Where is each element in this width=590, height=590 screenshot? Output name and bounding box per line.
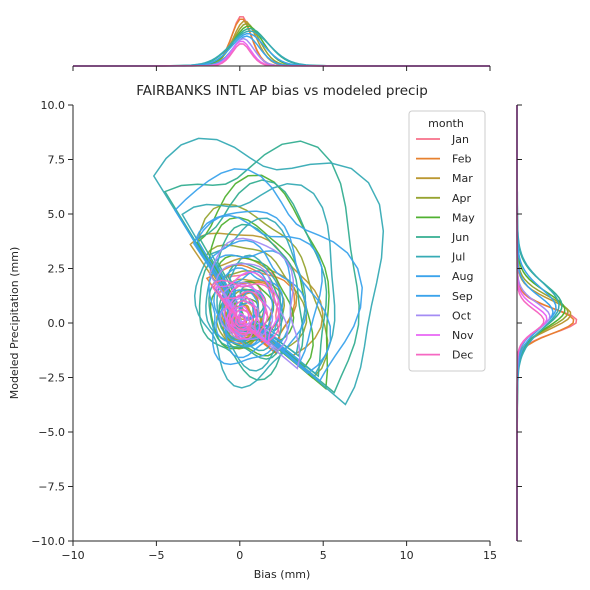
legend-label-jan: Jan bbox=[451, 133, 469, 146]
y-tick-label: −10.0 bbox=[31, 535, 65, 548]
kde-contour-dec bbox=[230, 300, 258, 335]
y-tick-label: −5.0 bbox=[38, 426, 65, 439]
legend-box bbox=[408, 110, 486, 372]
kde-contour-jun bbox=[198, 179, 328, 378]
y-axis-label: Modeled Precipitation (mm) bbox=[8, 247, 21, 400]
kde-contour-jul bbox=[181, 182, 336, 375]
kde-contour-nov bbox=[225, 283, 267, 342]
legend-label-nov: Nov bbox=[452, 329, 474, 342]
x-tick-label: 15 bbox=[483, 549, 497, 562]
y-axis-ticks: −10.0 −7.5 −5.0 −2.5 0.0 2.5 5.0 7.5 10.0 bbox=[31, 99, 73, 548]
kde-contour-aug bbox=[196, 214, 323, 363]
chart-title: FAIRBANKS INTL AP bias vs modeled precip bbox=[136, 83, 428, 99]
kde-contour-nov bbox=[214, 271, 281, 346]
x-tick-label: 10 bbox=[400, 549, 414, 562]
legend-title: month bbox=[428, 117, 464, 130]
top-marginal-curve-mar bbox=[73, 20, 490, 67]
legend-label-mar: Mar bbox=[452, 172, 473, 185]
kde-contour-dec bbox=[234, 309, 252, 330]
kde-contour-sep bbox=[192, 210, 332, 375]
kde-contour-nov bbox=[229, 296, 261, 334]
legend-label-feb: Feb bbox=[452, 153, 471, 166]
top-marginal-curve-aug bbox=[73, 32, 490, 67]
y-tick-label: 7.5 bbox=[48, 154, 66, 167]
x-axis-ticks: −10 −5 0 5 10 15 bbox=[61, 541, 497, 562]
y-tick-label: 2.5 bbox=[48, 263, 66, 276]
kde-contour-jun bbox=[163, 140, 360, 394]
x-tick-label: −10 bbox=[61, 549, 84, 562]
right-marginal-curve-apr bbox=[516, 104, 569, 541]
legend: month Jan Feb Mar Apr May Jun Jul Aug Sep Oct Nov D… bbox=[408, 110, 486, 372]
kde-contour-dec bbox=[210, 279, 281, 344]
y-tick-label: 10.0 bbox=[41, 99, 66, 112]
top-marginal-curve-jan bbox=[73, 16, 490, 67]
legend-label-jul: Jul bbox=[451, 251, 465, 264]
y-tick-label: 0.0 bbox=[48, 317, 66, 330]
legend-label-dec: Dec bbox=[452, 349, 473, 362]
right-marginal-curve-jun bbox=[516, 105, 563, 541]
kde-contour-nov bbox=[233, 305, 254, 327]
top-marginal-curve-apr bbox=[73, 22, 490, 67]
kde-contour-oct bbox=[208, 237, 301, 370]
kde-contour-aug bbox=[174, 168, 363, 383]
y-tick-label: −7.5 bbox=[38, 481, 65, 494]
legend-label-jun: Jun bbox=[451, 231, 469, 244]
kde-contour-jul bbox=[152, 137, 385, 406]
x-tick-label: −5 bbox=[148, 549, 164, 562]
legend-label-may: May bbox=[452, 211, 475, 224]
legend-label-sep: Sep bbox=[452, 290, 473, 303]
right-marginal-plot bbox=[516, 104, 578, 541]
kde-contour-may bbox=[196, 174, 330, 391]
kde-contour-dec bbox=[238, 315, 247, 325]
y-tick-label: −2.5 bbox=[38, 372, 65, 385]
legend-label-oct: Oct bbox=[452, 309, 472, 322]
legend-label-apr: Apr bbox=[452, 192, 472, 205]
kde-contours bbox=[152, 137, 385, 406]
y-tick-label: 5.0 bbox=[48, 208, 66, 221]
kde-contour-jul bbox=[210, 217, 307, 356]
top-marginal-plot bbox=[73, 16, 490, 67]
x-axis-label: Bias (mm) bbox=[254, 568, 311, 581]
top-marginal-curve-feb bbox=[73, 18, 490, 67]
x-tick-label: 0 bbox=[236, 549, 243, 562]
legend-label-aug: Aug bbox=[452, 270, 473, 283]
marginal-ticks bbox=[72, 66, 522, 542]
top-marginal-curve-may bbox=[73, 25, 490, 67]
x-tick-label: 5 bbox=[320, 549, 327, 562]
